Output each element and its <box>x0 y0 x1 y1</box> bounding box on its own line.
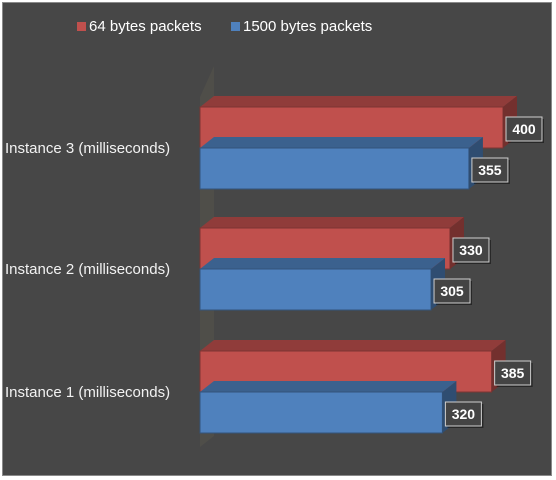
category-label: Instance 2 (milliseconds) <box>5 261 170 278</box>
data-label: 400 <box>505 116 544 143</box>
legend-label: 64 bytes packets <box>89 18 202 35</box>
data-label-box <box>444 401 482 427</box>
bar-top-face <box>200 96 517 107</box>
legend-swatch <box>231 22 240 31</box>
category-label: Instance 3 (milliseconds) <box>5 140 170 157</box>
legend-item: 64 bytes packets <box>77 18 202 35</box>
data-label-value: 330 <box>459 242 483 258</box>
data-label-box <box>471 157 509 183</box>
data-label: 355 <box>471 157 510 184</box>
bar <box>199 258 446 311</box>
legend-label: 1500 bytes packets <box>243 18 372 35</box>
data-label: 330 <box>452 237 491 264</box>
bar-front-face <box>199 391 443 434</box>
bar-chart: 64 bytes packets 1500 bytes packets Insta… <box>5 18 544 447</box>
data-label-value: 400 <box>512 121 536 137</box>
bar-front-face <box>199 268 432 311</box>
bar <box>199 137 483 190</box>
bar <box>199 381 457 434</box>
data-label-value: 320 <box>452 406 476 422</box>
data-label: 305 <box>433 278 473 305</box>
legend-item: 1500 bytes packets <box>231 18 372 35</box>
data-label: 385 <box>494 360 533 387</box>
chart-frame: 64 bytes packets 1500 bytes packets Insta… <box>2 2 552 476</box>
category-label: Instance 1 (milliseconds) <box>5 384 170 401</box>
data-label-value: 355 <box>478 162 502 178</box>
bar-top-face <box>200 381 457 392</box>
data-label-box <box>452 237 490 263</box>
bar-top-face <box>200 340 506 351</box>
data-label-value: 305 <box>440 283 464 299</box>
data-label-box <box>494 360 532 386</box>
data-label-box <box>433 278 471 304</box>
bar-top-face <box>200 137 483 148</box>
bar-front-face <box>199 147 470 190</box>
bar-top-face <box>200 258 446 269</box>
bar-top-face <box>200 217 464 228</box>
legend-swatch <box>77 22 86 31</box>
data-label-value: 385 <box>501 365 525 381</box>
data-label: 320 <box>444 401 484 428</box>
data-label-box <box>505 116 543 142</box>
